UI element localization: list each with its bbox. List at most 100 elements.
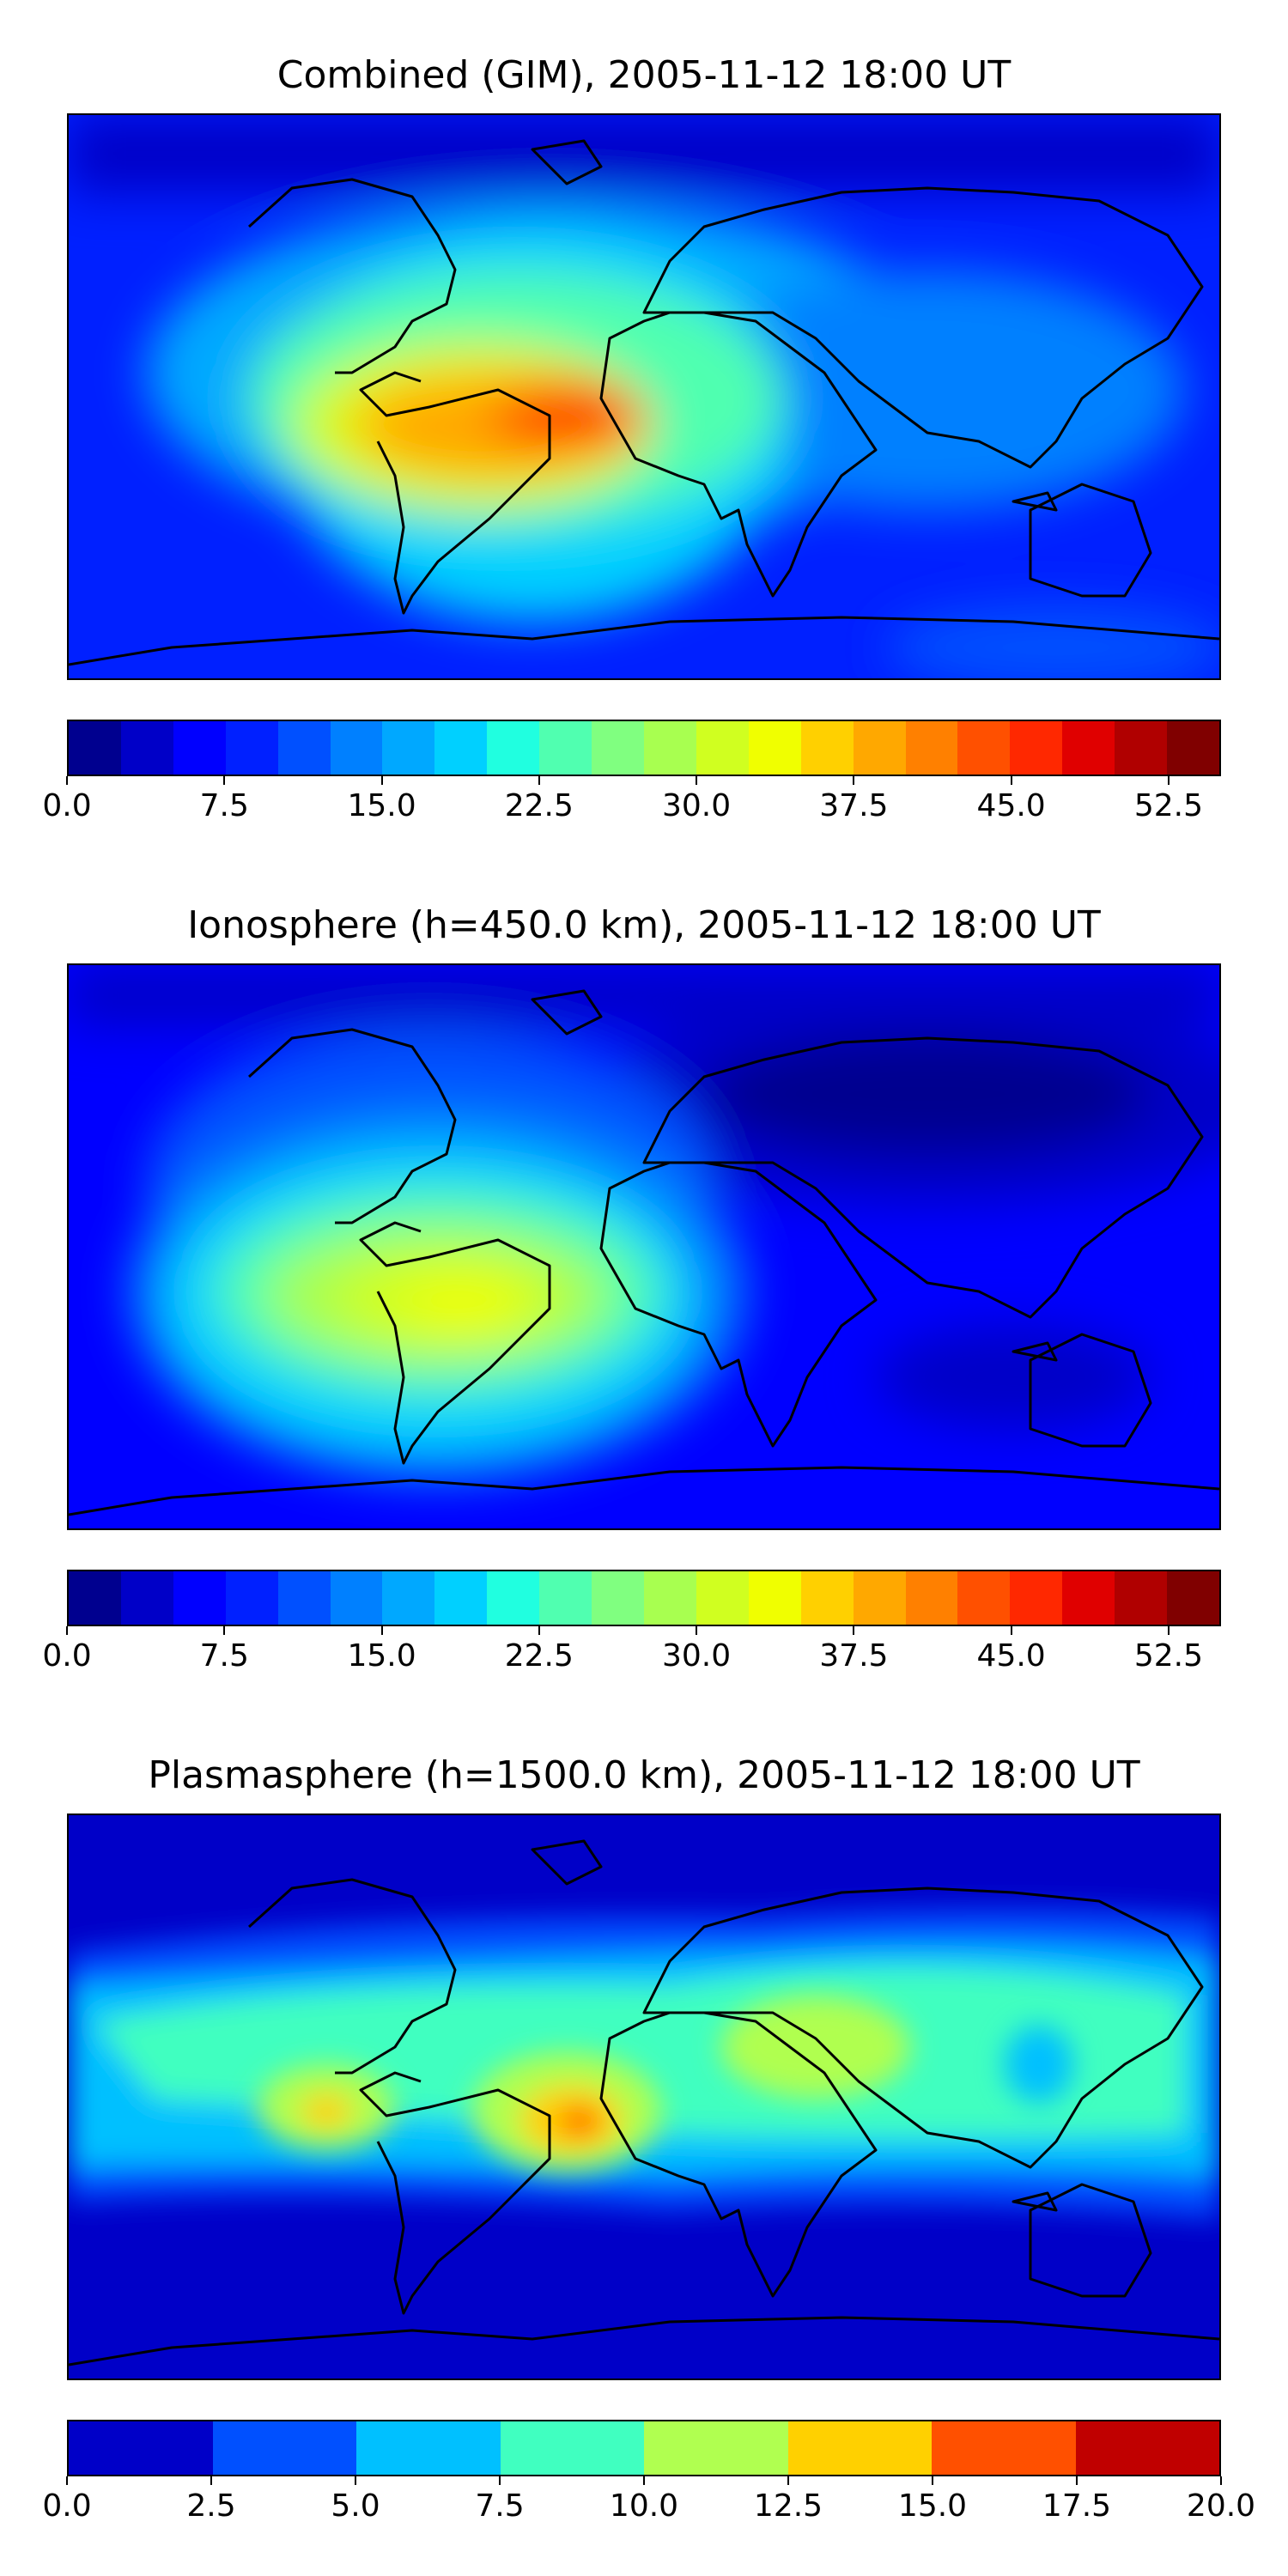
colorbar-3-ticks: 0.0 2.5 5.0 7.5 10.0 12.5 15.0 17.5 20.0	[42, 2476, 1255, 2528]
colorbar-tick-mark	[696, 1626, 698, 1635]
colorbar-tick-label: 0.0	[42, 2488, 92, 2524]
colorbar-1-segment	[592, 721, 644, 775]
colorbar-tick-mark	[210, 2476, 212, 2485]
map-ionosphere	[67, 963, 1221, 1530]
colorbar-1-segment	[330, 721, 383, 775]
colorbar-1-segment	[382, 721, 435, 775]
colorbar-tick-mark	[1076, 2476, 1078, 2485]
colorbar-tick-mark	[1010, 776, 1012, 785]
colorbar-1-segment	[225, 721, 278, 775]
coastlines	[69, 1839, 1219, 2366]
colorbar-2-segment	[1167, 1571, 1219, 1625]
colorbar-1-segment	[1115, 721, 1168, 775]
map-plasmasphere-svg	[69, 1815, 1219, 2379]
colorbar-tick-label: 17.5	[1042, 2488, 1112, 2524]
map-plasmasphere	[67, 1814, 1221, 2380]
colorbar-2-segment	[800, 1571, 854, 1625]
colorbar-2-segment	[1062, 1571, 1115, 1625]
map-combined-gim	[67, 113, 1221, 680]
colorbar-1-segment	[487, 721, 540, 775]
colorbar-tick-mark	[355, 2476, 356, 2485]
colorbar-tick-mark	[853, 776, 855, 785]
panel-1-title: Combined (GIM), 2005-11-12 18:00 UT	[276, 53, 1012, 97]
colorbar-2-segment	[1115, 1571, 1168, 1625]
colorbar-tick-mark	[1010, 1626, 1012, 1635]
colorbar-2-segment	[330, 1571, 383, 1625]
colorbar-tick-label: 7.5	[199, 788, 249, 823]
colorbar-2-ticks: 0.0 7.5 15.0 22.5 30.0 37.5 45.0 52.5	[42, 1626, 1221, 1678]
colorbar-1-segment	[905, 721, 958, 775]
colorbar-tick-label: 52.5	[1133, 788, 1203, 823]
colorbar-3-segment	[69, 2421, 213, 2475]
colorbar-2-segment	[173, 1571, 226, 1625]
colorbar-tick-label: 20.0	[1186, 2488, 1256, 2524]
colorbar-tick-label: 22.5	[504, 1638, 574, 1674]
colorbar-1-segment	[748, 721, 801, 775]
colorbar-tick-mark	[380, 1626, 383, 1635]
colorbar-tick-mark	[538, 1626, 540, 1635]
colorbar-tick-mark	[380, 776, 383, 785]
colorbar-2-segment	[434, 1571, 488, 1625]
colorbar-tick-mark	[853, 1626, 855, 1635]
colorbar-2-segment	[592, 1571, 644, 1625]
colorbar-tick-label: 52.5	[1133, 1638, 1203, 1674]
colorbar-1-segment	[957, 721, 1011, 775]
colorbar-1-segment	[643, 721, 696, 775]
colorbar-3-segment	[500, 2421, 644, 2475]
colorbar-tick-mark	[223, 776, 226, 785]
colorbar-1-segment	[120, 721, 173, 775]
coastlines	[69, 989, 1219, 1516]
colorbar-tick-mark	[1220, 2476, 1222, 2485]
colorbar-2-segment	[487, 1571, 540, 1625]
colorbar-tick-label: 2.5	[186, 2488, 236, 2524]
colorbar-3-segment	[787, 2421, 932, 2475]
colorbar-1-segment	[434, 721, 488, 775]
colorbar-3	[67, 2420, 1221, 2476]
colorbar-tick-mark	[696, 776, 698, 785]
colorbar-tick-label: 7.5	[475, 2488, 525, 2524]
colorbar-2-segment	[853, 1571, 906, 1625]
colorbar-1-segment	[1167, 721, 1219, 775]
colorbar-2-segment	[905, 1571, 958, 1625]
colorbar-tick-label: 0.0	[42, 1638, 92, 1674]
colorbar-tick-label: 12.5	[753, 2488, 823, 2524]
colorbar-tick-mark	[66, 2476, 68, 2485]
colorbar-tick-mark	[538, 776, 540, 785]
colorbar-1-segment	[539, 721, 592, 775]
colorbar-1-segment	[277, 721, 331, 775]
colorbar-2-segment	[1010, 1571, 1063, 1625]
colorbar-tick-label: 5.0	[331, 2488, 380, 2524]
colorbar-tick-mark	[66, 776, 68, 785]
colorbar-tick-label: 15.0	[347, 1638, 416, 1674]
colorbar-tick-mark	[1167, 1626, 1170, 1635]
colorbar-tick-label: 30.0	[662, 788, 732, 823]
colorbar-1	[67, 720, 1221, 776]
colorbar-1-segment	[696, 721, 749, 775]
colorbar-2-segment	[225, 1571, 278, 1625]
colorbar-tick-label: 45.0	[976, 788, 1046, 823]
colorbar-1-ticks: 0.0 7.5 15.0 22.5 30.0 37.5 45.0 52.5	[42, 776, 1221, 828]
colorbar-1-segment	[173, 721, 226, 775]
panel-3-title: Plasmasphere (h=1500.0 km), 2005-11-12 1…	[148, 1753, 1140, 1797]
colorbar-tick-label: 37.5	[819, 788, 889, 823]
colorbar-1-segment	[1010, 721, 1063, 775]
colorbar-tick-mark	[932, 2476, 933, 2485]
colorbar-2-segment	[957, 1571, 1011, 1625]
colorbar-tick-label: 30.0	[662, 1638, 732, 1674]
colorbar-1-segment	[853, 721, 906, 775]
colorbar-tick-mark	[499, 2476, 501, 2485]
colorbar-tick-mark	[787, 2476, 789, 2485]
colorbar-2-segment	[120, 1571, 173, 1625]
colorbar-3-segment	[1075, 2421, 1219, 2475]
colorbar-3-segment	[932, 2421, 1076, 2475]
colorbar-tick-label: 37.5	[819, 1638, 889, 1674]
colorbar-tick-label: 15.0	[347, 788, 416, 823]
colorbar-tick-label: 0.0	[42, 788, 92, 823]
coastlines	[69, 139, 1219, 666]
colorbar-2-segment	[748, 1571, 801, 1625]
colorbar-2-segment	[539, 1571, 592, 1625]
map-combined-svg	[69, 115, 1219, 678]
colorbar-tick-label: 15.0	[897, 2488, 968, 2524]
colorbar-2-segment	[696, 1571, 749, 1625]
colorbar-3-segment	[644, 2421, 788, 2475]
